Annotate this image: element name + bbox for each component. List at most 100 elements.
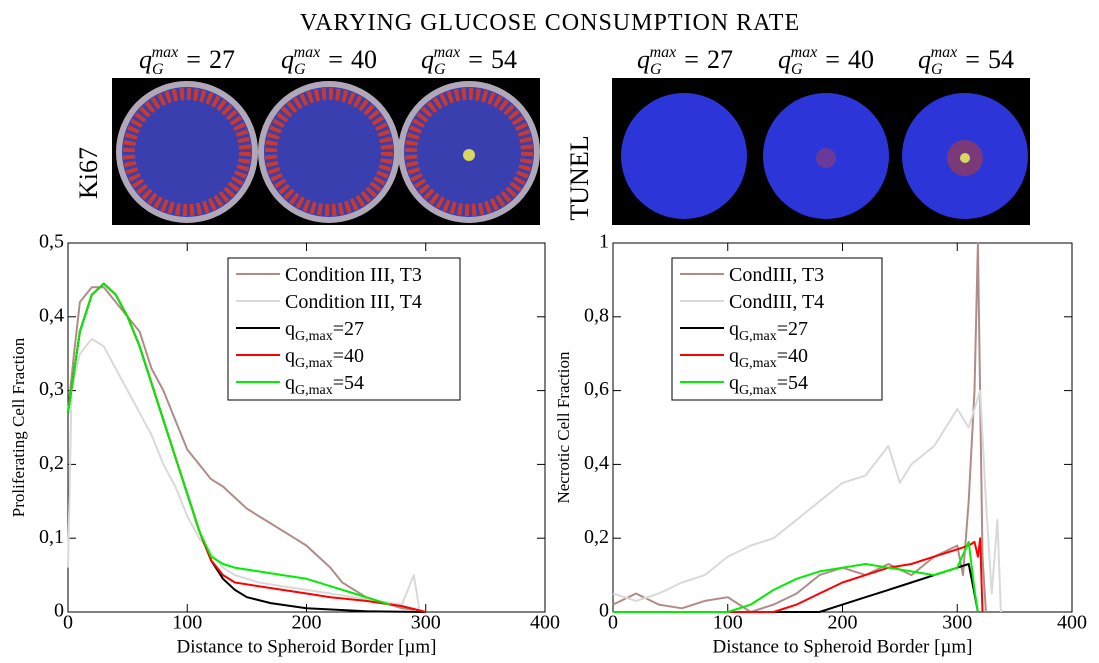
rate-label-part: q (918, 45, 931, 74)
legend-label-part: =54 (333, 372, 364, 394)
legend-label-part: =27 (777, 318, 808, 340)
x-axis-label: Distance to Spheroid Border [µm] (713, 636, 973, 657)
y-tick-label: 0 (599, 600, 609, 622)
legend-label-part: G,max (295, 383, 333, 398)
legend-label: Condition III, T3 (285, 264, 422, 286)
legend-label-part: q (285, 318, 295, 340)
legend-label-part: q (729, 318, 739, 340)
stain-label: TUNEL (565, 135, 594, 220)
rate-label: qGmax = 27 (637, 44, 733, 78)
series-line (613, 563, 979, 613)
legend-label-part: G,max (739, 356, 777, 371)
rate-label-part: max (791, 44, 818, 61)
rate-label-part: = (684, 45, 699, 74)
rate-label-part: max (152, 44, 179, 61)
y-tick-label: 0,2 (584, 526, 609, 548)
legend-label-part: =40 (333, 345, 364, 367)
rate-label-part: = (468, 45, 483, 74)
rate-label: qGmax = 54 (918, 44, 1014, 78)
rate-label-part: max (294, 44, 321, 61)
x-tick-label: 100 (172, 612, 202, 634)
series-line (67, 286, 414, 611)
legend-label-part: =27 (333, 318, 364, 340)
figure-title: VARYING GLUCOSE CONSUMPTION RATE (300, 10, 800, 36)
x-tick-label: 300 (411, 612, 441, 634)
rate-label-part: G (650, 61, 662, 78)
x-tick-label: 400 (530, 612, 560, 634)
stain-label: Ki67 (74, 147, 103, 199)
rate-label-part: G (791, 61, 803, 78)
rate-label-part: q (637, 45, 650, 74)
series-line (613, 537, 984, 613)
x-axis-label: Distance to Spheroid Border [µm] (177, 636, 437, 657)
legend-label: qG,max=40 (285, 345, 364, 371)
rate-label: qGmax = 27 (139, 44, 235, 78)
x-tick-label: 0 (608, 612, 618, 634)
rate-label-part: 40 (848, 45, 874, 74)
rate-label-part: q (281, 45, 294, 74)
series-line (67, 282, 391, 606)
legend-label: CondIII, T3 (729, 264, 824, 286)
y-tick-label: 0,6 (584, 378, 609, 400)
rate-label-part: G (294, 61, 306, 78)
x-tick-label: 100 (713, 612, 743, 634)
rate-label-part: q (421, 45, 434, 74)
rate-label-part: max (434, 44, 461, 61)
x-tick-label: 400 (1057, 612, 1087, 634)
rate-label-part: = (825, 45, 840, 74)
y-tick-label: 0,1 (39, 526, 64, 548)
y-axis-label: Proliferating Cell Fraction (9, 337, 28, 517)
rate-label-part: max (650, 44, 677, 61)
legend-label-part: q (285, 372, 295, 394)
rate-label-part: q (778, 45, 791, 74)
legend-label-part: =54 (777, 372, 808, 394)
rate-label-part: G (434, 61, 446, 78)
y-axis-label: Necrotic Cell Fraction (554, 351, 573, 504)
rate-label-part: q (139, 45, 152, 74)
legend-label-part: G,max (295, 329, 333, 344)
legend-label-part: G,max (739, 383, 777, 398)
tunel-image (612, 78, 1030, 225)
legend-label-part: G,max (295, 356, 333, 371)
series-line (612, 242, 987, 613)
rate-label: qGmax = 54 (421, 44, 517, 78)
rate-label-part: G (152, 61, 164, 78)
legend-label-part: =40 (777, 345, 808, 367)
legend-label: CondIII, T4 (729, 291, 824, 313)
legend-label-part: G,max (739, 329, 777, 344)
y-tick-label: 0,8 (584, 304, 609, 326)
y-tick-label: 0,5 (39, 231, 64, 253)
rate-label-part: 27 (209, 45, 235, 74)
y-tick-label: 1 (599, 231, 609, 253)
x-tick-label: 300 (942, 612, 972, 634)
series-line (612, 389, 1002, 613)
rate-label-part: G (931, 61, 943, 78)
legend-label: Condition III, T4 (285, 291, 422, 313)
rate-label-part: 40 (351, 45, 377, 74)
rate-label-part: = (186, 45, 201, 74)
legend-label-part: q (285, 345, 295, 367)
y-tick-label: 0,2 (39, 452, 64, 474)
series-line (613, 540, 979, 613)
rate-label: qGmax = 40 (281, 44, 377, 78)
legend-label-part: q (729, 345, 739, 367)
rate-label-part: 27 (707, 45, 733, 74)
legend-label: qG,max=54 (729, 372, 808, 398)
ki67-image (112, 78, 540, 225)
rate-label-part: max (931, 44, 958, 61)
y-tick-label: 0 (54, 600, 64, 622)
x-tick-label: 200 (292, 612, 322, 634)
legend-label: qG,max=40 (729, 345, 808, 371)
x-tick-label: 200 (828, 612, 858, 634)
rate-label-part: = (328, 45, 343, 74)
y-tick-label: 0,3 (39, 378, 64, 400)
rate-label: qGmax = 40 (778, 44, 874, 78)
x-tick-label: 0 (63, 612, 73, 634)
legend-label: qG,max=54 (285, 372, 364, 398)
legend-label: qG,max=27 (729, 318, 808, 344)
legend-label: qG,max=27 (285, 318, 364, 344)
rate-label-part: = (965, 45, 980, 74)
legend-label-part: q (729, 372, 739, 394)
y-tick-label: 0,4 (584, 452, 609, 474)
